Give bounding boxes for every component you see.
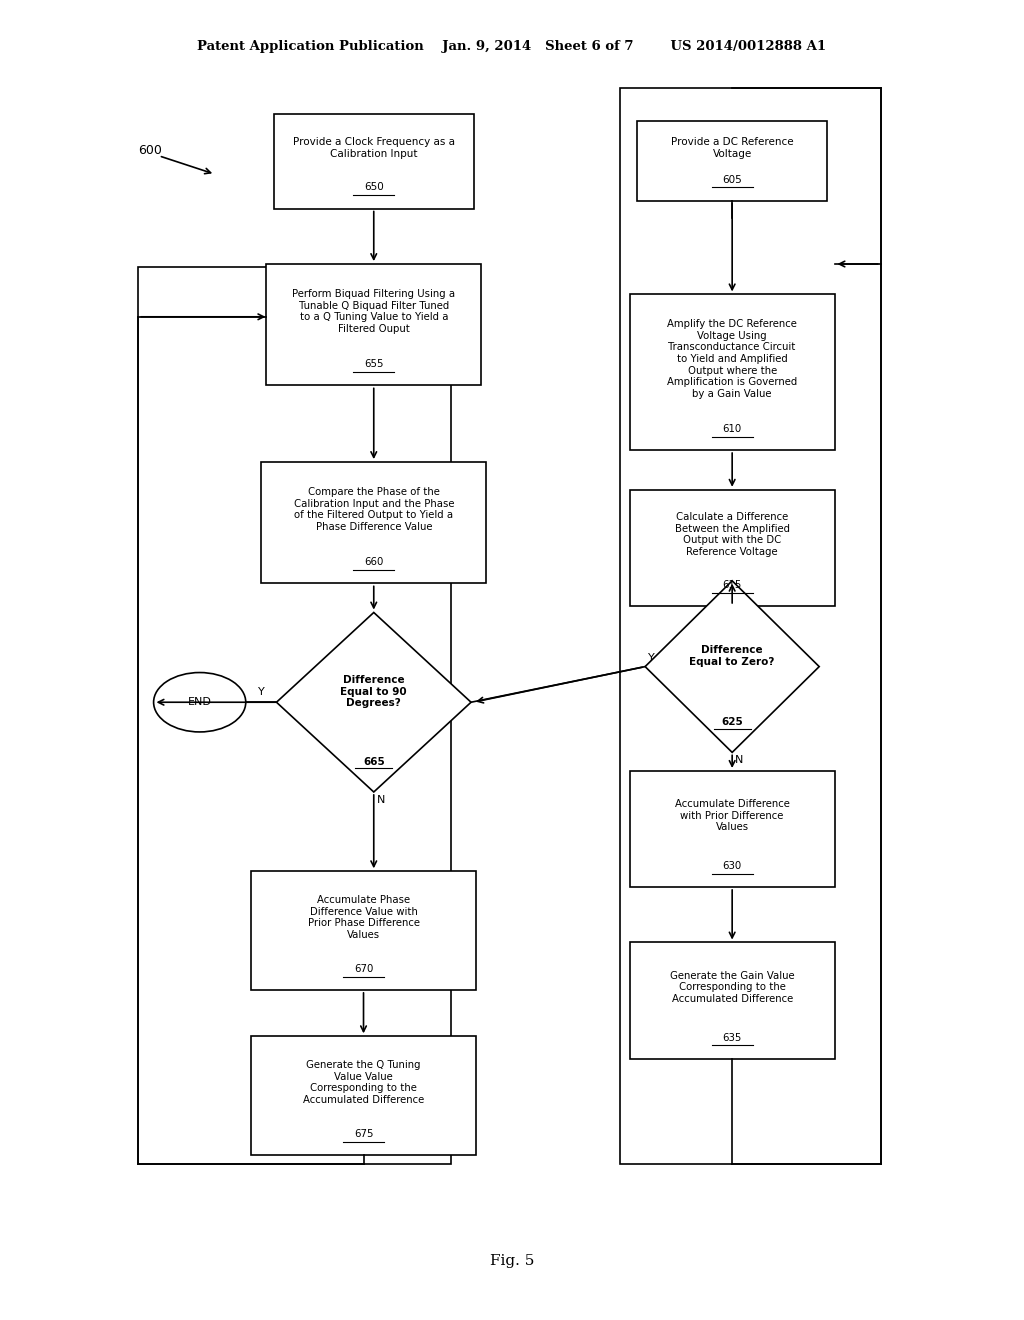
FancyBboxPatch shape <box>251 871 476 990</box>
Ellipse shape <box>154 672 246 731</box>
Text: Difference
Equal to Zero?: Difference Equal to Zero? <box>689 645 775 667</box>
Text: 605: 605 <box>722 174 742 185</box>
Text: Y: Y <box>648 652 655 663</box>
Text: Compare the Phase of the
Calibration Input and the Phase
of the Filtered Output : Compare the Phase of the Calibration Inp… <box>294 487 454 532</box>
Text: Perform Biquad Filtering Using a
Tunable Q Biquad Filter Tuned
to a Q Tuning Val: Perform Biquad Filtering Using a Tunable… <box>292 289 456 334</box>
Text: 655: 655 <box>364 359 384 370</box>
FancyBboxPatch shape <box>630 490 835 606</box>
Text: Accumulate Difference
with Prior Difference
Values: Accumulate Difference with Prior Differe… <box>675 799 790 833</box>
FancyBboxPatch shape <box>630 771 835 887</box>
Text: 660: 660 <box>365 557 383 568</box>
FancyBboxPatch shape <box>630 942 835 1059</box>
Text: END: END <box>187 697 212 708</box>
Text: Generate the Q Tuning
Value Value
Corresponding to the
Accumulated Difference: Generate the Q Tuning Value Value Corres… <box>303 1060 424 1105</box>
Text: Provide a DC Reference
Voltage: Provide a DC Reference Voltage <box>671 137 794 158</box>
Text: 650: 650 <box>364 182 384 193</box>
Text: 600: 600 <box>138 144 162 157</box>
FancyBboxPatch shape <box>637 121 826 201</box>
FancyBboxPatch shape <box>273 114 473 209</box>
Text: Accumulate Phase
Difference Value with
Prior Phase Difference
Values: Accumulate Phase Difference Value with P… <box>307 895 420 940</box>
Text: 630: 630 <box>723 861 741 871</box>
FancyBboxPatch shape <box>251 1036 476 1155</box>
Text: Calculate a Difference
Between the Amplified
Output with the DC
Reference Voltag: Calculate a Difference Between the Ampli… <box>675 512 790 557</box>
Text: Amplify the DC Reference
Voltage Using
Transconductance Circuit
to Yield and Amp: Amplify the DC Reference Voltage Using T… <box>667 319 798 399</box>
Polygon shape <box>276 612 471 792</box>
FancyBboxPatch shape <box>630 294 835 450</box>
Polygon shape <box>645 581 819 752</box>
Text: Difference
Equal to 90
Degrees?: Difference Equal to 90 Degrees? <box>340 675 408 709</box>
Text: 635: 635 <box>723 1032 741 1043</box>
Text: 615: 615 <box>723 579 741 590</box>
Text: 665: 665 <box>362 756 385 767</box>
Text: 625: 625 <box>721 717 743 727</box>
Text: Fig. 5: Fig. 5 <box>489 1254 535 1267</box>
Text: N: N <box>377 795 385 805</box>
Text: Patent Application Publication    Jan. 9, 2014   Sheet 6 of 7        US 2014/001: Patent Application Publication Jan. 9, 2… <box>198 40 826 53</box>
Text: Generate the Gain Value
Corresponding to the
Accumulated Difference: Generate the Gain Value Corresponding to… <box>670 970 795 1005</box>
Text: Provide a Clock Frequency as a
Calibration Input: Provide a Clock Frequency as a Calibrati… <box>293 137 455 158</box>
Text: Y: Y <box>258 686 264 697</box>
Text: N: N <box>735 755 743 766</box>
Text: 675: 675 <box>353 1129 374 1139</box>
FancyBboxPatch shape <box>261 462 486 583</box>
FancyBboxPatch shape <box>266 264 481 385</box>
Text: 610: 610 <box>723 424 741 434</box>
Text: 670: 670 <box>354 964 373 974</box>
